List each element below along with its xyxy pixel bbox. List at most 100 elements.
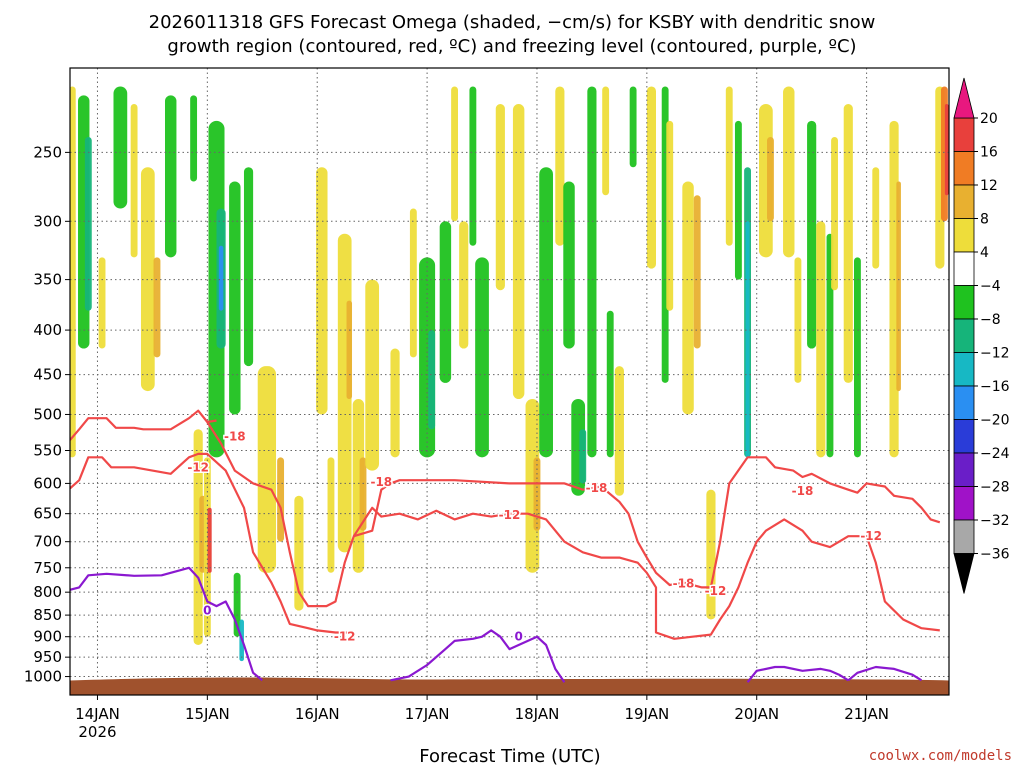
omega-cell-61 [734,120,742,280]
colorbar-bottom-arrow [953,553,975,594]
omega-cell-31 [390,348,400,458]
colorbar-band-6 [953,318,975,353]
omega-cell-50 [602,86,610,196]
omega-cell-40 [495,104,505,291]
surface-terrain [70,677,949,695]
x-tick-sublabel-14JAN: 2026 [78,723,116,741]
omega-cell-7 [153,257,161,358]
colorbar-band-10 [953,452,975,487]
omega-cell-44 [539,167,553,458]
omega-cell-69 [816,221,826,458]
colorbar-label-11: −28 [980,480,1010,496]
colorbar-band-9 [953,419,975,454]
omega-cell-9 [190,95,198,182]
omega-cell-70 [826,233,834,458]
contour-label-10: 0 [203,604,211,618]
omega-cell-22 [277,457,285,542]
contour-dendritic--18c-east [709,456,941,588]
omega-cell-53 [629,86,637,168]
omega-cell-39 [475,257,489,458]
surface-ground [70,677,949,695]
colorbar-label-13: −36 [980,547,1010,563]
omega-cell-67 [794,257,802,383]
colorbar-band-4 [953,251,975,286]
omega-cell-2 [84,136,92,311]
credit-text: coolwx.com/models [869,748,1012,764]
contour-dendritic-lower--12c [70,452,354,634]
chart-title-line-1: 2026011318 GFS Forecast Omega (shaded, −… [149,12,876,33]
omega-cell-76 [896,181,901,392]
omega-cell-60 [725,86,733,246]
colorbar-label-0: 20 [980,111,998,127]
omega-cell-58 [693,195,701,349]
omega-cell-34 [428,330,436,430]
omega-shading [70,86,949,662]
contour-freezing-0c-3 [746,665,849,683]
y-tick-label-850: 850 [33,606,62,624]
y-tick-label-950: 950 [33,648,62,666]
omega-cell-10 [193,429,203,646]
omega-cell-68 [807,120,817,349]
colorbar-band-0 [953,117,975,152]
omega-cell-56 [666,120,674,311]
contour-dendritic--12c-inner [352,506,940,640]
omega-cell-45 [555,86,565,246]
contour-dendritic-upper--18c [70,409,217,441]
contours [70,409,941,683]
omega-cell-5 [130,104,138,258]
omega-cell-65 [767,136,774,222]
colorbar-band-1 [953,151,975,186]
colorbar-label-5: −4 [980,279,1001,295]
omega-cell-52 [614,366,624,496]
colorbar-band-11 [953,486,975,521]
omega-cell-36 [451,86,458,222]
omega-cell-41 [512,104,525,400]
colorbar-label-10: −24 [980,446,1010,462]
omega-cell-57 [682,181,694,415]
omega-cell-24 [316,167,328,415]
y-tick-label-900: 900 [33,628,62,646]
omega-cell-8 [164,95,177,258]
colorbar-label-8: −16 [980,379,1010,395]
x-tick-label-16JAN: 16JAN [295,705,340,723]
omega-cell-21 [257,366,277,573]
y-tick-label-450: 450 [33,366,62,384]
grid-lines [70,68,949,695]
omega-cell-63 [745,221,750,458]
colorbar-band-7 [953,352,975,387]
x-tick-label-17JAN: 17JAN [405,705,450,723]
colorbar-band-8 [953,385,975,420]
contour-labels: -18 -12 -18 -18 -12 -12 -18 -12 -18 -12 0 0 [186,428,884,645]
x-tick-label-18JAN: 18JAN [515,705,560,723]
x-tick-label-21JAN: 21JAN [844,705,889,723]
omega-cell-16 [218,245,224,311]
omega-cell-13 [207,507,212,573]
omega-cell-3 [98,257,106,349]
colorbar-label-7: −12 [980,346,1010,362]
omega-cell-37 [459,221,469,349]
omega-cell-17 [229,181,241,415]
omega-cell-43 [533,457,541,531]
y-tick-label-400: 400 [33,321,62,339]
colorbar-label-9: −20 [980,413,1010,429]
contour-label-1: -12 [187,460,209,474]
contour-label-5: -12 [334,630,356,644]
x-tick-label-19JAN: 19JAN [624,705,669,723]
omega-cell-25 [327,457,335,573]
omega-cell-0 [70,86,76,458]
chart-title-line-2: growth region (contoured, red, ºC) and f… [167,36,856,57]
omega-cell-51 [606,310,614,458]
colorbar-band-2 [953,184,975,219]
contour-label-4: -12 [499,508,521,522]
plot-frame [69,67,950,696]
contour-label-0: -18 [224,429,246,443]
colorbar-top-arrow [953,77,975,119]
colorbar-label-1: 16 [980,145,998,161]
colorbar-band-5 [953,285,975,320]
contour-freezing-0c [70,566,263,682]
contour-label-7: -12 [705,584,727,598]
colorbar-label-2: 12 [980,178,998,194]
colorbar-label-6: −8 [980,312,1001,328]
omega-cell-73 [854,257,861,458]
